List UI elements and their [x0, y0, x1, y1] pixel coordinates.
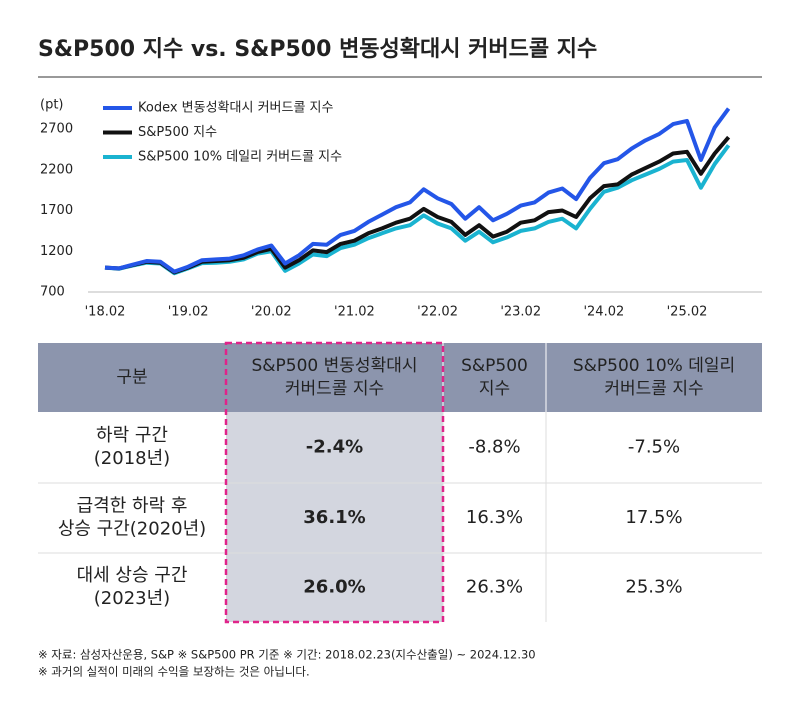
- footnote: ※ 과거의 실적이 미래의 수익을 보장하는 것은 아닙니다.: [38, 665, 310, 679]
- table-cell: 급격한 하락 후: [77, 496, 188, 517]
- x-tick-label: '20.02: [251, 305, 292, 320]
- x-tick-label: '18.02: [85, 305, 126, 320]
- series-line: [104, 107, 731, 274]
- x-tick-label: '24.02: [583, 305, 624, 320]
- y-tick-label: 700: [40, 285, 65, 300]
- legend-label: Kodex 변동성확대시 커버드콜 지수: [138, 101, 334, 116]
- table-cell: (2023년): [94, 588, 170, 609]
- y-tick-label: 2700: [40, 122, 73, 137]
- x-tick-label: '21.02: [334, 305, 375, 320]
- table-cell: S&P500 10% 데일리: [573, 356, 735, 376]
- y-tick-label: 2200: [40, 162, 73, 177]
- table-cell: 상승 구간(2020년): [58, 519, 206, 540]
- y-tick-label: 1700: [40, 203, 73, 218]
- table-header-bg: [38, 343, 762, 412]
- table-cell: 구분: [116, 368, 147, 388]
- table-cell: 커버드콜 지수: [604, 379, 703, 399]
- x-tick-label: '19.02: [168, 305, 209, 320]
- table-cell: 25.3%: [625, 577, 682, 598]
- table-cell: 하락 구간: [96, 425, 168, 446]
- table-cell: S&P500: [461, 356, 528, 376]
- series-line: [104, 144, 731, 276]
- chart-title: S&P500 지수 vs. S&P500 변동성확대시 커버드콜 지수: [38, 37, 597, 62]
- table-cell: (2018년): [94, 448, 170, 469]
- table-cell: -8.8%: [468, 437, 520, 458]
- table-cell: 지수: [479, 379, 510, 399]
- x-tick-label: '22.02: [417, 305, 458, 320]
- x-tick-label: '23.02: [500, 305, 541, 320]
- table-cell: 36.1%: [303, 507, 365, 528]
- y-unit: (pt): [40, 98, 64, 113]
- footnote: ※ 자료: 삼성자산운용, S&P ※ S&P500 PR 기준 ※ 기간: 2…: [38, 648, 536, 662]
- table-cell: 26.3%: [466, 577, 523, 598]
- y-tick-label: 1200: [40, 244, 73, 259]
- highlight-bg: [226, 412, 443, 622]
- x-tick-label: '25.02: [667, 305, 708, 320]
- table-cell: 26.0%: [303, 577, 365, 598]
- table-cell: 대세 상승 구간: [77, 565, 188, 586]
- table-cell: 16.3%: [466, 507, 523, 528]
- legend-label: S&P500 10% 데일리 커버드콜 지수: [138, 150, 342, 165]
- table-cell: 17.5%: [625, 507, 682, 528]
- table-cell: -7.5%: [628, 437, 680, 458]
- table-cell: -2.4%: [306, 437, 363, 458]
- highlight-frame: [224, 341, 445, 624]
- table-cell: S&P500 변동성확대시: [252, 356, 418, 376]
- table-cell: 커버드콜 지수: [285, 379, 384, 399]
- legend-label: S&P500 지수: [138, 125, 217, 140]
